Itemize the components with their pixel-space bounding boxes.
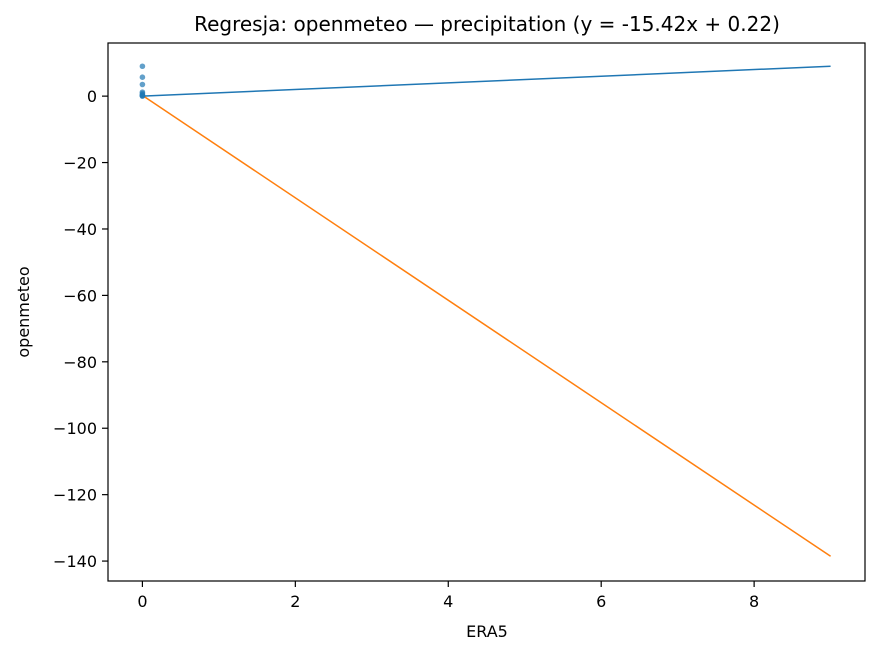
x-axis-label: ERA5: [466, 622, 508, 641]
y-tick-label: −20: [63, 154, 97, 173]
y-tick-label: −120: [53, 486, 97, 505]
data-point: [140, 74, 146, 80]
y-tick-label: −60: [63, 286, 97, 305]
y-tick-label: −40: [63, 220, 97, 239]
x-tick-label: 0: [137, 592, 147, 611]
y-tick-label: −100: [53, 419, 97, 438]
y-tick-label: −80: [63, 353, 97, 372]
y-axis-label: openmeteo: [14, 266, 33, 357]
y-tick-label: −140: [53, 552, 97, 571]
x-tick-label: 4: [443, 592, 453, 611]
data-point: [140, 93, 146, 99]
data-point: [140, 63, 146, 69]
data-point: [140, 82, 146, 88]
chart-title: Regresja: openmeteo — precipitation (y =…: [194, 12, 780, 36]
x-tick-label: 8: [749, 592, 759, 611]
x-tick-label: 6: [596, 592, 606, 611]
x-tick-label: 2: [290, 592, 300, 611]
y-tick-label: 0: [87, 87, 97, 106]
